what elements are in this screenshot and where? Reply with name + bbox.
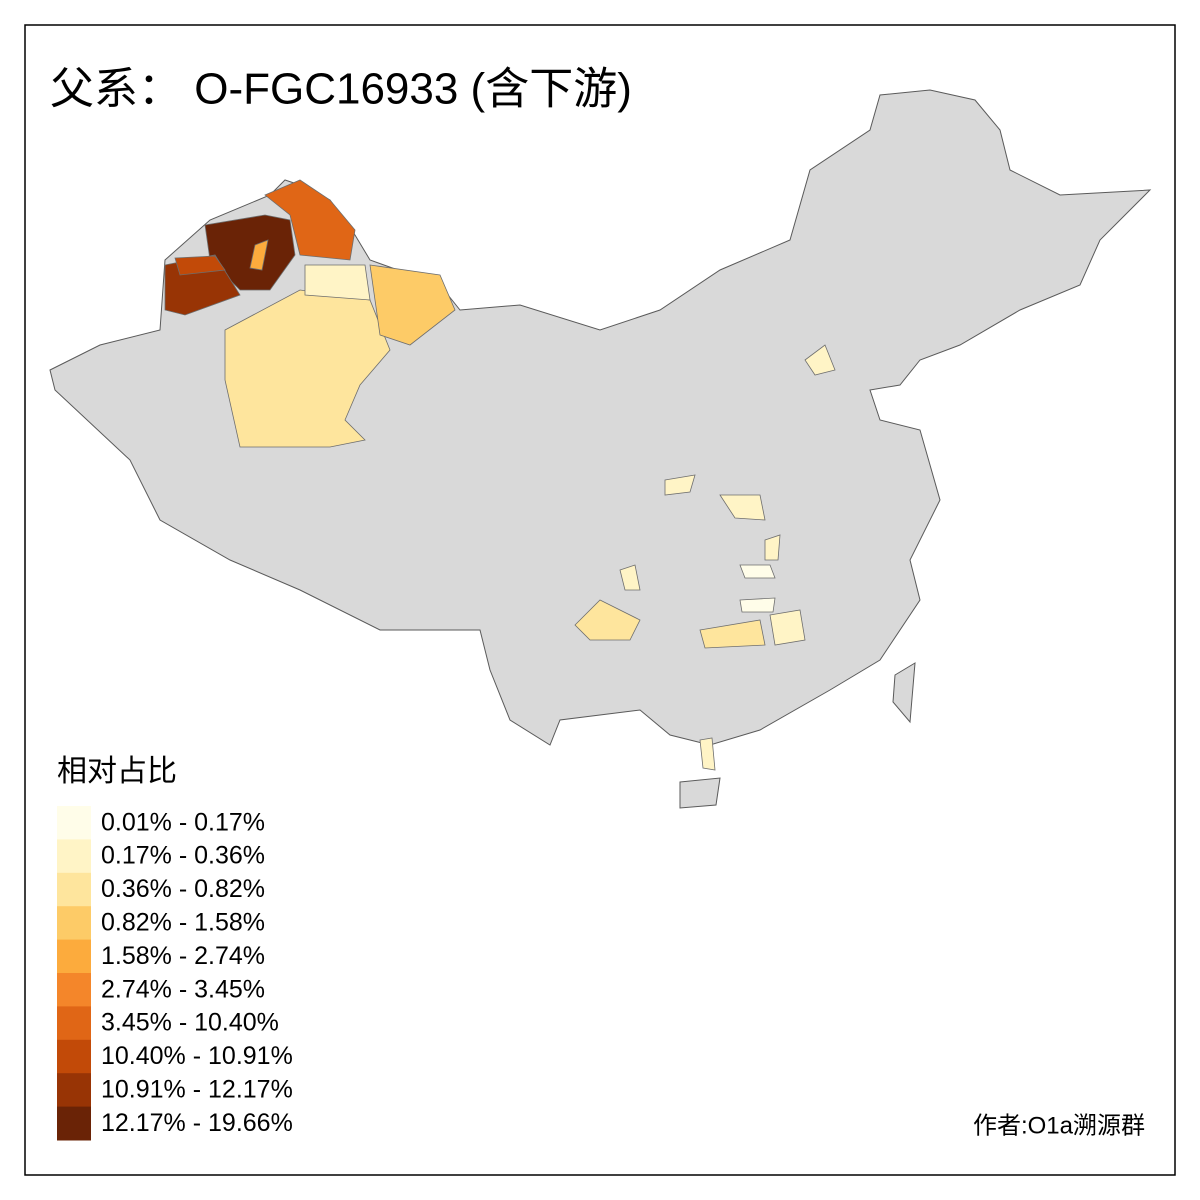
region	[764, 534, 781, 561]
legend-label: 0.82% - 1.58%	[101, 909, 265, 937]
credit: 作者:O1a溯源群	[973, 1112, 1145, 1139]
region	[804, 344, 836, 376]
legend-title: 相对占比	[57, 755, 177, 788]
region	[739, 597, 776, 613]
legend-swatch	[57, 1073, 91, 1108]
legend-label: 10.40% - 10.91%	[101, 1042, 293, 1070]
legend-swatch	[57, 839, 91, 874]
island	[892, 662, 916, 724]
legend-label: 12.17% - 19.66%	[101, 1109, 293, 1137]
region	[699, 737, 716, 771]
map-title: 父系： O-FGC16933 (含下游)	[50, 65, 632, 114]
legend-swatch	[57, 806, 91, 840]
legend-swatch	[57, 973, 91, 1007]
legend: 0.01% - 0.17% 0.17% - 0.36% 0.36% - 0.82% 0…	[57, 806, 293, 1141]
map	[49, 89, 1152, 809]
legend-swatch	[57, 1039, 91, 1074]
region	[769, 609, 806, 646]
legend-label: 0.36% - 0.82%	[101, 875, 265, 903]
region	[249, 239, 269, 271]
island	[679, 777, 721, 809]
region	[719, 494, 766, 521]
legend-label: 2.74% - 3.45%	[101, 975, 265, 1003]
legend-swatch	[57, 1006, 91, 1041]
region	[664, 474, 696, 496]
region	[619, 564, 641, 591]
region	[369, 264, 456, 346]
region	[264, 179, 356, 261]
region	[574, 599, 641, 641]
legend-swatch	[57, 939, 91, 974]
legend-label: 10.91% - 12.17%	[101, 1076, 293, 1104]
legend-label: 1.58% - 2.74%	[101, 942, 265, 970]
legend-swatch	[57, 1106, 91, 1141]
legend-label: 0.17% - 0.36%	[101, 842, 265, 870]
legend-swatch	[57, 906, 91, 941]
region	[739, 564, 776, 579]
region	[304, 264, 371, 301]
legend-label: 3.45% - 10.40%	[101, 1009, 279, 1037]
region	[174, 255, 226, 276]
region	[699, 619, 766, 649]
legend-swatch	[57, 872, 91, 907]
legend-label: 0.01% - 0.17%	[101, 808, 265, 836]
